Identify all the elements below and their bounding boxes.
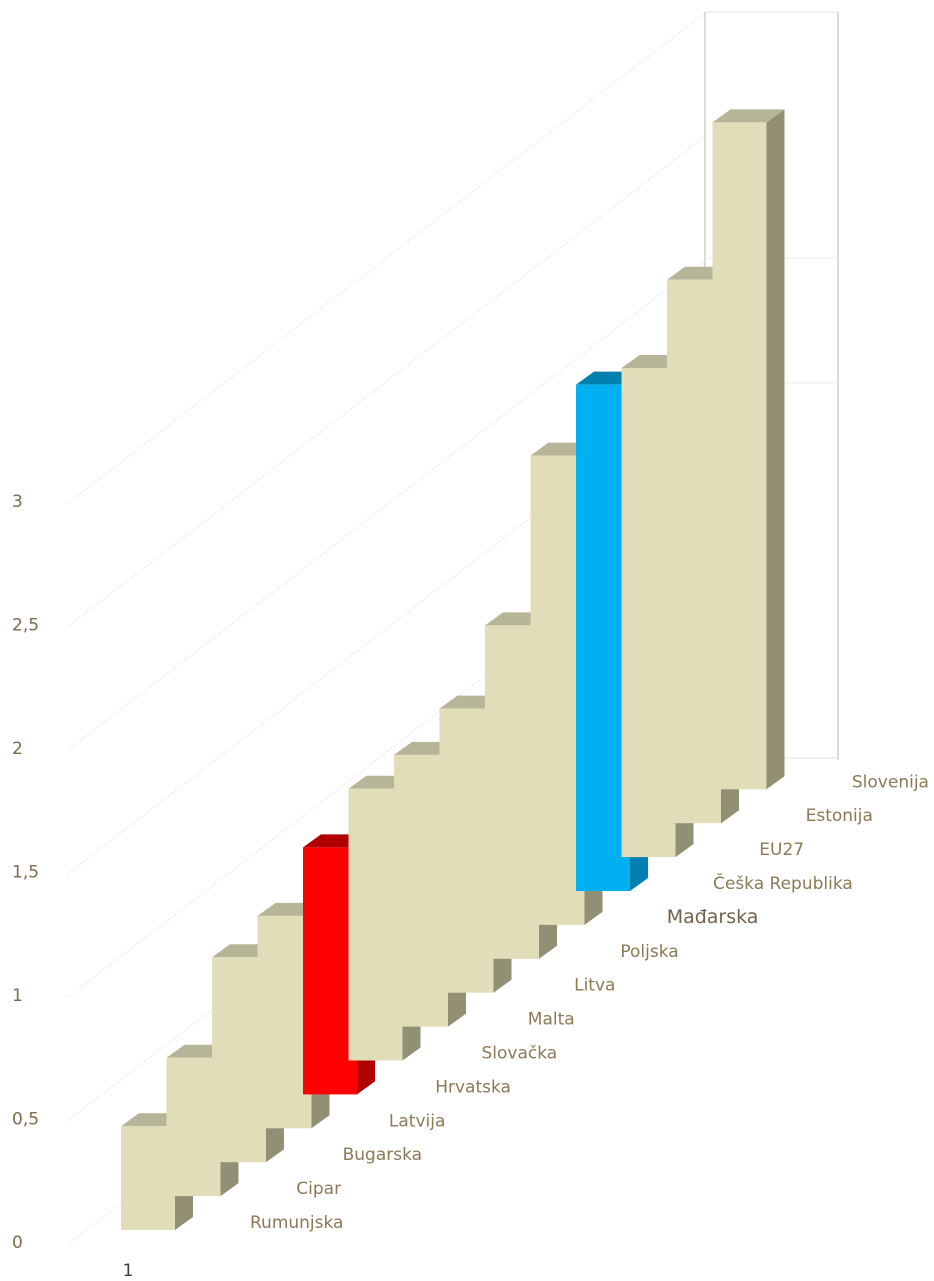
bar-front: [212, 957, 266, 1163]
category-label: Slovenija: [852, 772, 929, 792]
category-label: EU27: [759, 840, 804, 860]
y-axis-ticks: 0 0,5 1 1,5 2 2,5 3: [12, 492, 39, 1253]
bar: [712, 109, 785, 790]
x-axis-tick-label: 1: [123, 1261, 134, 1281]
bar-top: [712, 109, 785, 123]
bar-front: [712, 122, 767, 790]
category-label: Malta: [528, 1010, 575, 1030]
bar-front: [121, 1126, 175, 1230]
y-tick-label: 0,5: [12, 1110, 39, 1130]
y-tick-label: 3: [12, 492, 23, 512]
bar-front: [348, 788, 403, 1061]
bar-front: [667, 279, 721, 824]
gridline: [67, 259, 706, 751]
bar-front: [530, 455, 585, 925]
y-tick-label: 0: [12, 1233, 23, 1253]
category-label: Bugarska: [343, 1145, 422, 1165]
gridline: [67, 136, 706, 627]
category-label: Poljska: [620, 942, 678, 962]
bar-front: [303, 847, 357, 1095]
bar-side: [766, 109, 785, 790]
category-label: Hrvatska: [435, 1077, 511, 1097]
category-label: Cipar: [296, 1179, 341, 1199]
bar-front: [621, 368, 676, 858]
y-tick-label: 2,5: [12, 616, 39, 636]
bar-front: [257, 915, 312, 1129]
category-label: Mađarska: [667, 906, 759, 928]
bars: [121, 109, 785, 1230]
category-label: Slovačka: [482, 1044, 558, 1064]
bar-front: [439, 708, 494, 993]
bar-front: [576, 384, 630, 891]
bar-front: [485, 625, 539, 959]
gridline: [67, 12, 706, 504]
category-label: Litva: [574, 976, 615, 996]
bar-front: [394, 754, 448, 1027]
y-tick-label: 1: [12, 986, 23, 1006]
category-label: Latvija: [389, 1111, 445, 1131]
category-label: Estonija: [806, 806, 873, 826]
y-tick-label: 2: [12, 739, 23, 759]
category-label: Rumunjska: [250, 1213, 343, 1233]
category-label: Češka Republika: [713, 872, 853, 894]
y-tick-label: 1,5: [12, 863, 39, 883]
bar-front: [166, 1057, 221, 1197]
